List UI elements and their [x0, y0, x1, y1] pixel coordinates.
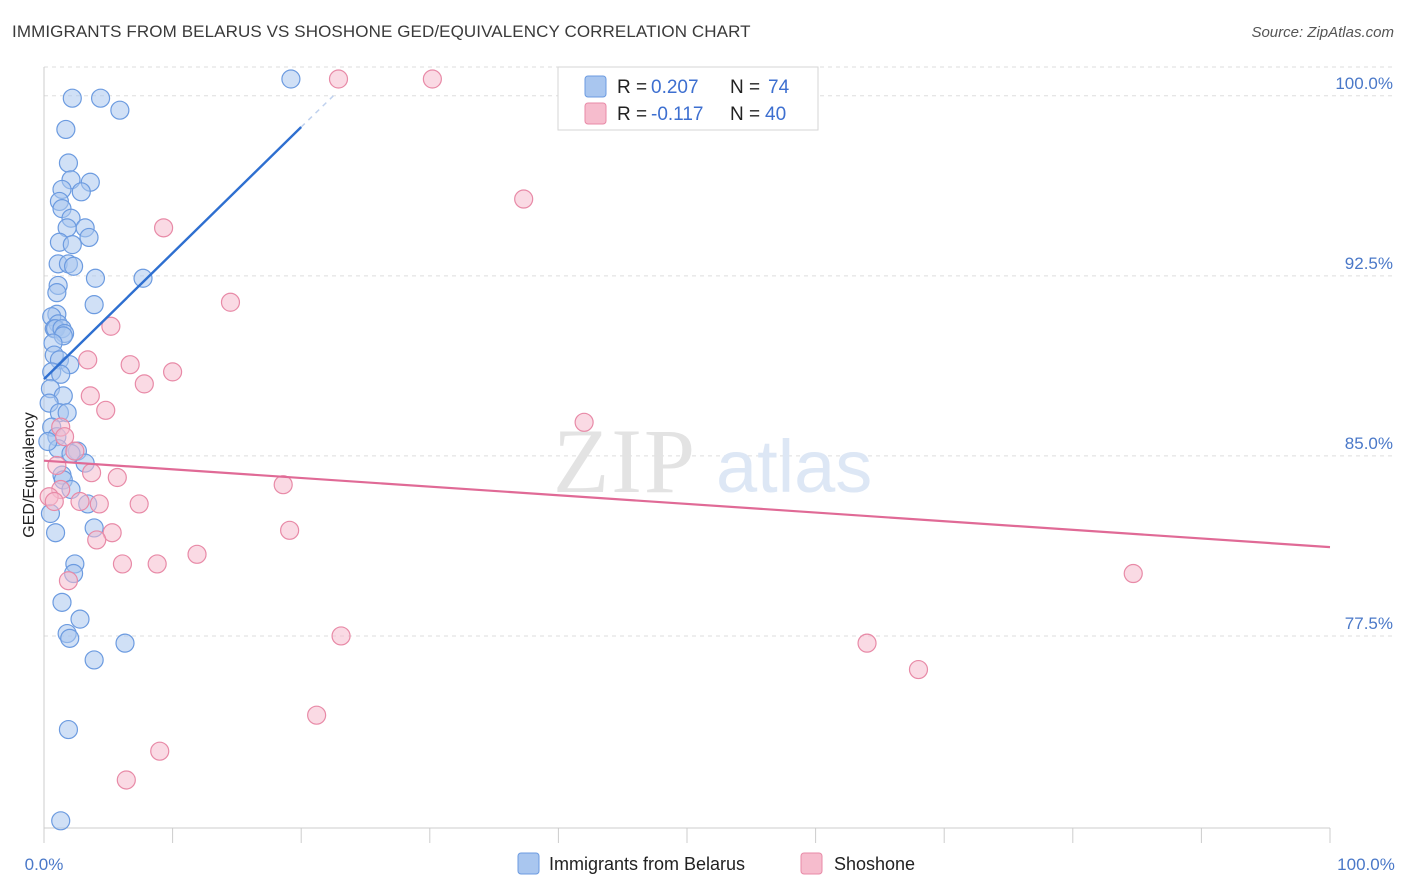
- bottom-legend-label-shoshone: Shoshone: [834, 854, 915, 874]
- shoshone-trendline: [43, 459, 1331, 549]
- shoshone-point: [65, 441, 85, 461]
- shoshone-point: [134, 374, 154, 394]
- belarus-point: [281, 69, 301, 89]
- x-tick-label-max: 100.0%: [1337, 855, 1395, 874]
- shoshone-point: [129, 494, 149, 514]
- shoshone-point: [331, 626, 351, 646]
- belarus-point: [62, 88, 82, 108]
- y-tick-label: 92.5%: [1345, 254, 1393, 273]
- shoshone-point: [857, 633, 877, 653]
- belarus-point: [51, 811, 71, 831]
- shoshone-point: [328, 69, 349, 89]
- belarus-point: [79, 227, 99, 248]
- legend-swatch-pink: [584, 102, 607, 125]
- shoshone-point: [273, 475, 293, 495]
- shoshone-point: [120, 355, 140, 375]
- shoshone-point: [1123, 563, 1143, 584]
- shoshone-point: [153, 218, 174, 238]
- shoshone-point: [220, 292, 241, 312]
- shoshone-point: [163, 362, 183, 382]
- gridlines: [44, 66, 1392, 637]
- shoshone-point: [280, 520, 300, 540]
- belarus-point: [70, 609, 90, 629]
- y-axis-label: GED/Equivalency: [21, 412, 38, 537]
- y-tick-label: 85.0%: [1345, 434, 1393, 453]
- belarus-point: [38, 431, 58, 452]
- bottom-legend-swatch-belarus: [517, 852, 540, 875]
- shoshone-point: [307, 705, 327, 725]
- shoshone-point: [107, 467, 127, 488]
- legend-r-label-blue: R =: [617, 77, 647, 98]
- belarus-point: [84, 295, 104, 315]
- x-tick-label-min: 0.0%: [25, 855, 64, 874]
- legend-r-value-blue: 0.207: [651, 77, 699, 98]
- belarus-trendline-extension: [300, 95, 334, 128]
- legend-r-label-pink: R =: [617, 104, 647, 125]
- trendlines: [43, 95, 1331, 549]
- x-axis-ticks: [43, 828, 1331, 843]
- belarus-point: [62, 235, 82, 255]
- shoshone-point: [101, 316, 121, 336]
- y-tick-labels: 100.0% 92.5% 85.0% 77.5%: [1335, 74, 1393, 633]
- belarus-point: [71, 182, 91, 202]
- shoshone-point: [187, 544, 207, 564]
- shoshone-point: [514, 189, 534, 209]
- belarus-point: [84, 650, 104, 670]
- watermark: ZIP atlas: [553, 410, 872, 512]
- y-tick-label: 100.0%: [1335, 74, 1393, 93]
- chart-title: IMMIGRANTS FROM BELARUS VS SHOSHONE GED/…: [12, 22, 751, 41]
- shoshone-point: [147, 554, 167, 574]
- shoshone-point: [112, 554, 133, 574]
- shoshone-point: [116, 770, 136, 790]
- legend-r-value-pink: -0.117: [651, 104, 703, 125]
- belarus-point: [45, 523, 66, 543]
- belarus-point: [60, 628, 80, 648]
- belarus-point: [58, 719, 79, 740]
- source-credit: Source: ZipAtlas.com: [1251, 24, 1394, 41]
- correlation-legend: R = 0.207 N = 74 R = -0.117 N = 40: [557, 66, 819, 131]
- legend-swatch-blue: [584, 75, 607, 98]
- shoshone-point: [87, 530, 107, 550]
- belarus-point: [56, 119, 76, 140]
- shoshone-point: [574, 412, 594, 432]
- shoshone-point: [422, 69, 442, 89]
- belarus-point: [63, 256, 84, 276]
- shoshone-point: [78, 350, 98, 370]
- shoshone-point: [70, 491, 90, 512]
- bottom-legend-label-belarus: Immigrants from Belarus: [549, 854, 745, 874]
- legend-n-label-blue: N =: [730, 77, 760, 98]
- watermark-atlas: atlas: [716, 425, 872, 508]
- belarus-point: [90, 88, 111, 108]
- legend-n-label-pink: N =: [730, 104, 760, 125]
- shoshone-point: [44, 491, 64, 512]
- y-tick-label: 77.5%: [1345, 614, 1393, 633]
- shoshone-point: [80, 386, 100, 406]
- series-legend: Immigrants from Belarus Shoshone: [517, 852, 915, 875]
- legend-n-value-blue: 74: [768, 77, 790, 98]
- shoshone-point: [908, 659, 929, 680]
- shoshone-point: [58, 571, 79, 591]
- shoshone-point: [81, 463, 102, 483]
- belarus-point: [58, 153, 79, 173]
- shoshone-point: [102, 523, 122, 543]
- belarus-point: [47, 283, 67, 303]
- shoshone-point: [54, 427, 75, 447]
- belarus-point: [52, 592, 72, 612]
- shoshone-point: [96, 400, 116, 420]
- belarus-point: [133, 268, 153, 288]
- legend-n-value-pink: 40: [765, 104, 786, 125]
- shoshone-point: [47, 455, 67, 476]
- shoshone-point: [89, 494, 109, 514]
- belarus-point: [115, 633, 135, 653]
- bottom-legend-swatch-shoshone: [800, 852, 823, 875]
- belarus-point: [110, 100, 130, 120]
- shoshone-point: [150, 741, 170, 761]
- belarus-point: [51, 364, 71, 384]
- belarus-trendline: [43, 126, 303, 380]
- belarus-point: [85, 268, 106, 288]
